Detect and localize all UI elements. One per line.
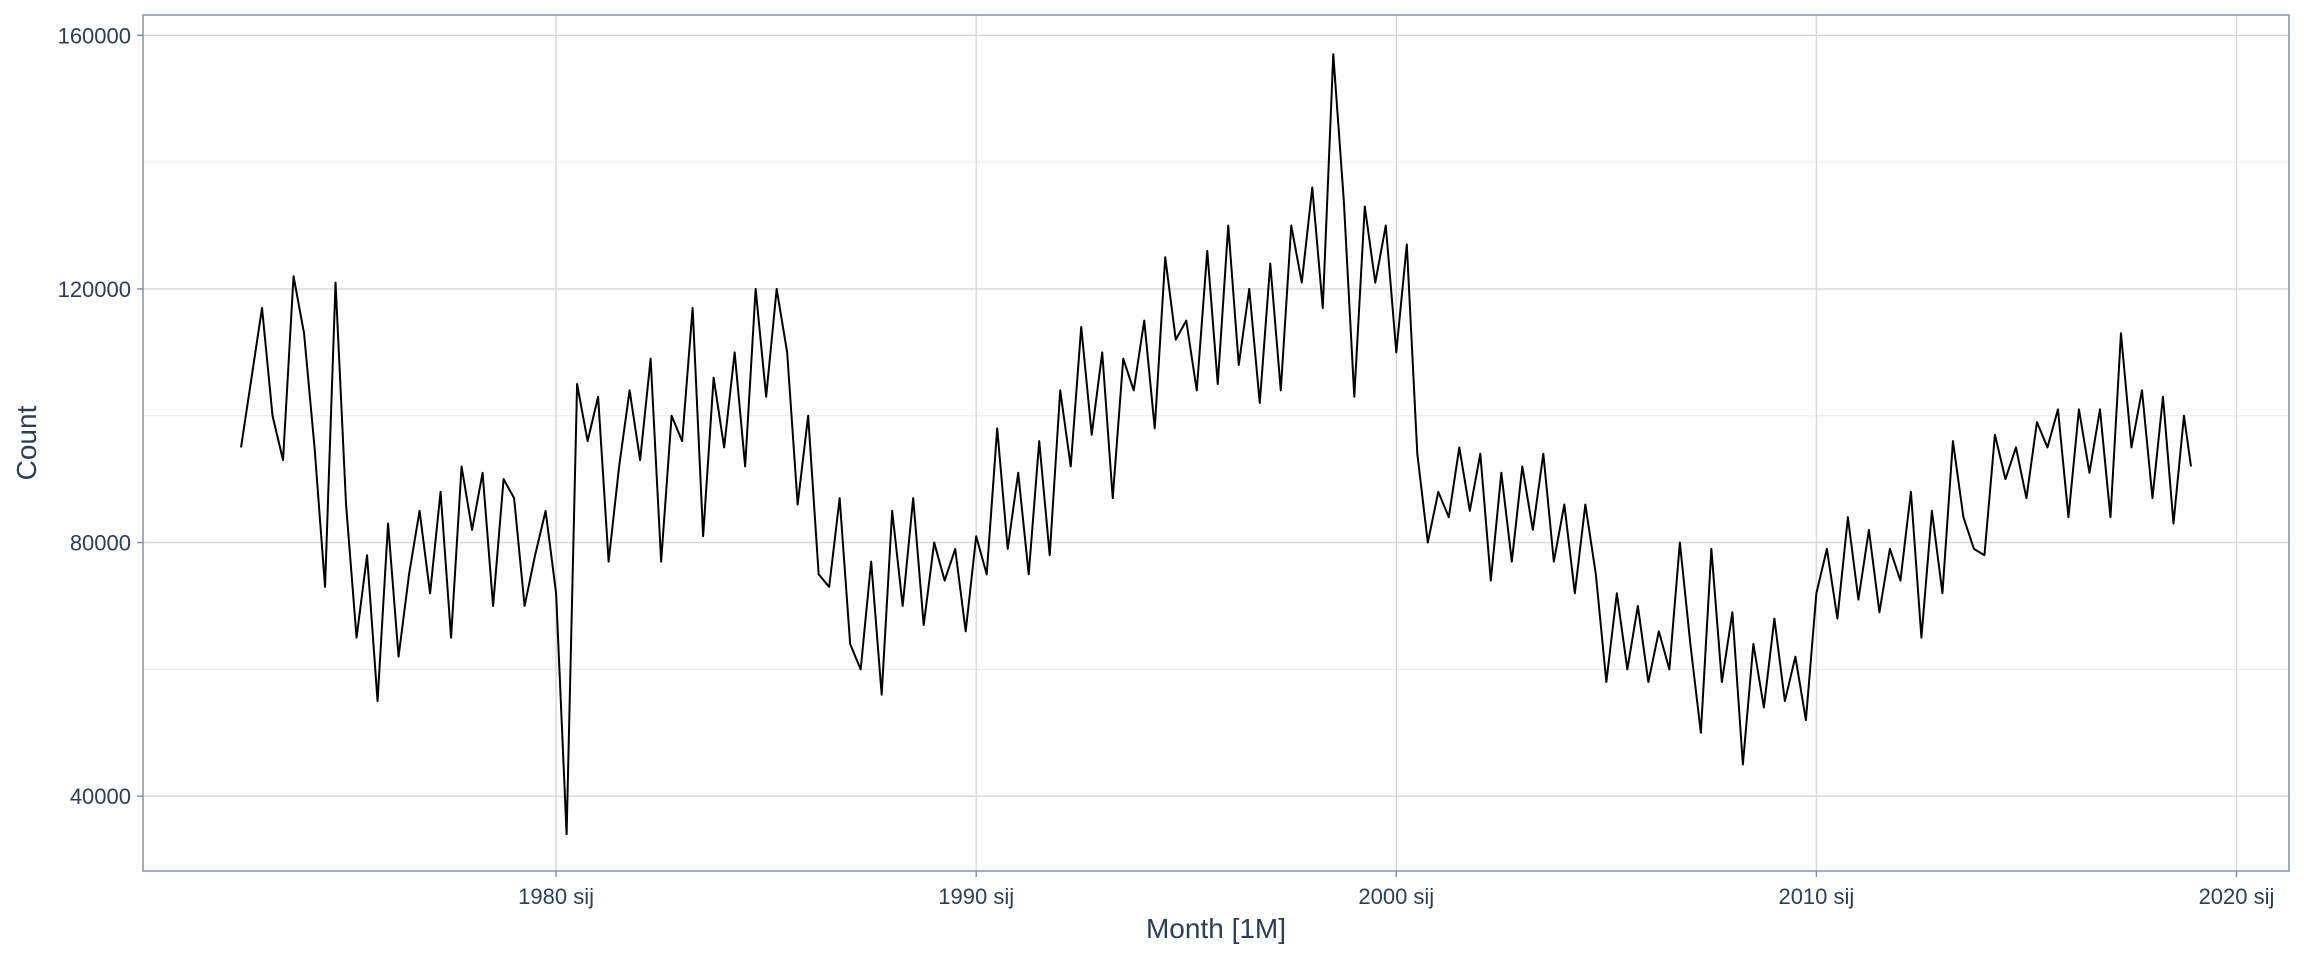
x-tick-label: 2000 sij [1358,884,1434,909]
y-tick-label: 160000 [58,23,131,48]
x-axis-title: Month [1M] [1146,913,1286,944]
panel-border [142,14,2290,872]
y-axis-title: Count [11,405,42,480]
x-tick-label: 2010 sij [1778,884,1854,909]
x-tick-label: 2020 sij [2199,884,2275,909]
y-tick-label: 80000 [70,531,131,556]
x-tick-label: 1990 sij [938,884,1014,909]
x-tick-label: 1980 sij [518,884,594,909]
y-tick-label: 120000 [58,277,131,302]
y-tick-label: 40000 [70,784,131,809]
data-line [240,53,2192,836]
